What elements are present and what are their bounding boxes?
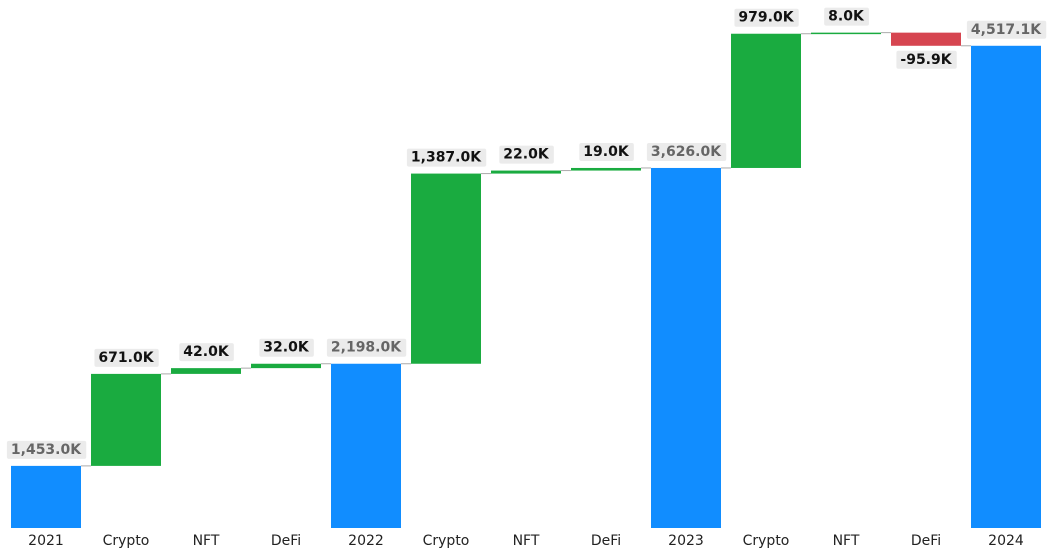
x-tick-label: DeFi — [591, 533, 621, 549]
bar — [11, 465, 81, 528]
x-tick-label: 2023 — [668, 533, 704, 549]
value-label: 3,626.0K — [651, 144, 722, 160]
value-label: 19.0K — [583, 144, 630, 160]
value-label-bg — [6, 440, 87, 459]
value-label: 32.0K — [263, 340, 310, 356]
bar — [491, 170, 561, 174]
bar — [331, 363, 401, 528]
value-label-bg — [94, 348, 159, 367]
value-label-bg — [326, 338, 407, 357]
x-tick-label: NFT — [833, 533, 860, 549]
value-label-bg — [896, 50, 957, 69]
value-label-bg — [259, 338, 314, 357]
value-label: 4,517.1K — [971, 22, 1042, 38]
bar — [731, 33, 801, 168]
x-tick-label: NFT — [193, 533, 220, 549]
bar — [811, 32, 881, 35]
value-label-bg — [646, 142, 727, 161]
x-tick-label: DeFi — [271, 533, 301, 549]
value-label: 979.0K — [738, 10, 794, 26]
value-label: 42.0K — [183, 344, 230, 360]
value-label-bg — [499, 145, 554, 164]
x-tick-label: NFT — [513, 533, 540, 549]
value-label-bg — [966, 20, 1047, 39]
x-tick-label: Crypto — [423, 533, 470, 549]
value-label: 8.0K — [828, 9, 865, 25]
x-tick-label: Crypto — [103, 533, 150, 549]
bar — [891, 32, 961, 46]
value-label-bg — [734, 8, 799, 27]
value-label: 1,453.0K — [11, 442, 82, 458]
value-label: 2,198.0K — [331, 340, 402, 356]
x-tick-label: 2022 — [348, 533, 384, 549]
bar — [571, 167, 641, 171]
bar — [91, 373, 161, 466]
bar — [411, 173, 481, 364]
x-tick-label: DeFi — [911, 533, 941, 549]
value-label: 1,387.0K — [411, 150, 482, 166]
value-label: 671.0K — [98, 350, 154, 366]
value-label-bg — [179, 343, 234, 362]
value-label: -95.9K — [900, 52, 952, 68]
value-label-bg — [579, 142, 634, 161]
bar — [971, 45, 1041, 528]
x-tick-label: 2021 — [28, 533, 64, 549]
bar — [171, 368, 241, 374]
bar — [251, 363, 321, 369]
bar — [651, 167, 721, 528]
value-label-bg — [406, 148, 487, 167]
value-label-bg — [824, 7, 869, 26]
x-tick-label: 2024 — [988, 533, 1024, 549]
x-tick-label: Crypto — [743, 533, 790, 549]
value-label: 22.0K — [503, 147, 550, 163]
